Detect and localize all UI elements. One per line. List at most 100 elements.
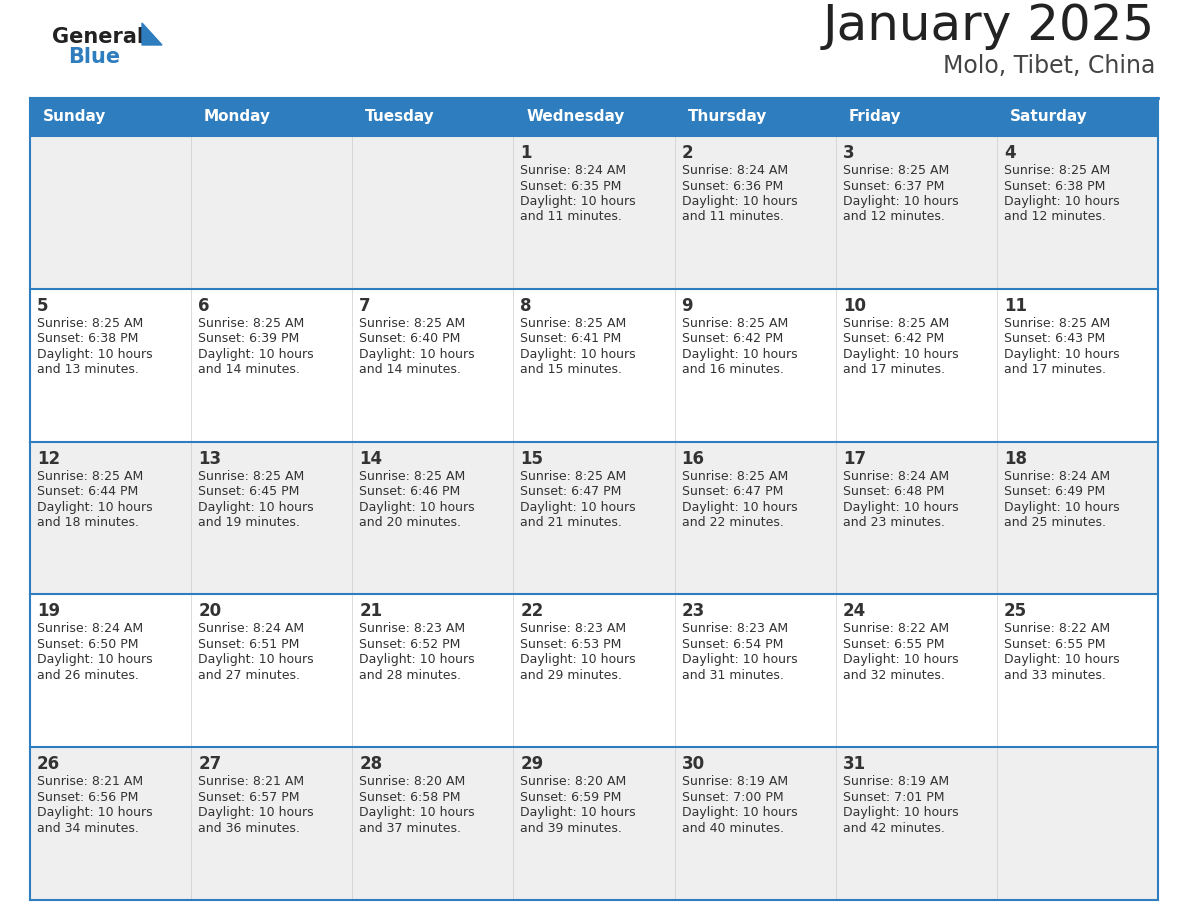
Text: Daylight: 10 hours: Daylight: 10 hours [1004,195,1119,208]
Text: 27: 27 [198,756,221,773]
Text: Sunrise: 8:24 AM: Sunrise: 8:24 AM [1004,470,1110,483]
Text: Sunset: 6:45 PM: Sunset: 6:45 PM [198,485,299,498]
Text: Daylight: 10 hours: Daylight: 10 hours [359,348,475,361]
Text: and 12 minutes.: and 12 minutes. [842,210,944,223]
Text: General: General [52,27,144,47]
Text: Sunrise: 8:22 AM: Sunrise: 8:22 AM [842,622,949,635]
Bar [30,747,1158,900]
Text: Sunrise: 8:23 AM: Sunrise: 8:23 AM [520,622,626,635]
Text: Sunset: 7:01 PM: Sunset: 7:01 PM [842,790,944,803]
Text: 15: 15 [520,450,543,467]
Text: and 14 minutes.: and 14 minutes. [359,364,461,376]
Text: Daylight: 10 hours: Daylight: 10 hours [682,654,797,666]
Text: Sunrise: 8:25 AM: Sunrise: 8:25 AM [1004,164,1110,177]
Text: 9: 9 [682,297,693,315]
Text: 22: 22 [520,602,544,621]
Text: and 42 minutes.: and 42 minutes. [842,822,944,834]
Text: Daylight: 10 hours: Daylight: 10 hours [520,654,636,666]
Text: Sunrise: 8:22 AM: Sunrise: 8:22 AM [1004,622,1110,635]
Text: 11: 11 [1004,297,1026,315]
Text: and 16 minutes.: and 16 minutes. [682,364,783,376]
Text: Sunrise: 8:19 AM: Sunrise: 8:19 AM [842,775,949,789]
Text: Sunrise: 8:25 AM: Sunrise: 8:25 AM [682,470,788,483]
Text: and 21 minutes.: and 21 minutes. [520,516,623,529]
Text: Sunset: 6:36 PM: Sunset: 6:36 PM [682,180,783,193]
Text: 6: 6 [198,297,209,315]
Text: Sunrise: 8:23 AM: Sunrise: 8:23 AM [682,622,788,635]
Text: Molo, Tibet, China: Molo, Tibet, China [942,54,1155,78]
Text: Daylight: 10 hours: Daylight: 10 hours [520,195,636,208]
Text: 16: 16 [682,450,704,467]
Text: Daylight: 10 hours: Daylight: 10 hours [520,348,636,361]
Text: Sunset: 6:43 PM: Sunset: 6:43 PM [1004,332,1105,345]
Text: Sunset: 6:51 PM: Sunset: 6:51 PM [198,638,299,651]
Text: Daylight: 10 hours: Daylight: 10 hours [682,348,797,361]
Text: Thursday: Thursday [688,109,766,125]
Text: January 2025: January 2025 [823,2,1155,50]
Text: 10: 10 [842,297,866,315]
Bar [30,594,1158,747]
Text: and 17 minutes.: and 17 minutes. [1004,364,1106,376]
Text: and 28 minutes.: and 28 minutes. [359,669,461,682]
Text: Daylight: 10 hours: Daylight: 10 hours [37,348,152,361]
Text: and 32 minutes.: and 32 minutes. [842,669,944,682]
Text: Sunrise: 8:25 AM: Sunrise: 8:25 AM [359,317,466,330]
Text: 5: 5 [37,297,49,315]
Text: Friday: Friday [848,109,902,125]
Text: and 22 minutes.: and 22 minutes. [682,516,783,529]
Text: Sunset: 6:42 PM: Sunset: 6:42 PM [682,332,783,345]
Text: 23: 23 [682,602,704,621]
Text: 1: 1 [520,144,532,162]
Text: and 26 minutes.: and 26 minutes. [37,669,139,682]
Text: Sunset: 6:42 PM: Sunset: 6:42 PM [842,332,944,345]
Bar [30,289,1158,442]
Text: and 29 minutes.: and 29 minutes. [520,669,623,682]
Text: Daylight: 10 hours: Daylight: 10 hours [1004,500,1119,513]
Text: Blue: Blue [68,47,120,67]
Text: Daylight: 10 hours: Daylight: 10 hours [842,195,959,208]
Text: Daylight: 10 hours: Daylight: 10 hours [359,654,475,666]
Text: and 11 minutes.: and 11 minutes. [520,210,623,223]
Text: Sunrise: 8:25 AM: Sunrise: 8:25 AM [37,317,144,330]
Text: and 13 minutes.: and 13 minutes. [37,364,139,376]
Text: Sunrise: 8:25 AM: Sunrise: 8:25 AM [842,317,949,330]
Text: Daylight: 10 hours: Daylight: 10 hours [842,500,959,513]
Text: 31: 31 [842,756,866,773]
Text: 26: 26 [37,756,61,773]
Text: Sunrise: 8:21 AM: Sunrise: 8:21 AM [37,775,143,789]
Text: Sunset: 6:39 PM: Sunset: 6:39 PM [198,332,299,345]
Text: Sunset: 6:59 PM: Sunset: 6:59 PM [520,790,621,803]
Text: Daylight: 10 hours: Daylight: 10 hours [842,348,959,361]
Text: Daylight: 10 hours: Daylight: 10 hours [1004,348,1119,361]
Text: Sunrise: 8:20 AM: Sunrise: 8:20 AM [359,775,466,789]
Text: Monday: Monday [204,109,271,125]
Text: Daylight: 10 hours: Daylight: 10 hours [682,500,797,513]
Text: and 25 minutes.: and 25 minutes. [1004,516,1106,529]
Text: and 33 minutes.: and 33 minutes. [1004,669,1106,682]
Text: Sunset: 6:49 PM: Sunset: 6:49 PM [1004,485,1105,498]
Text: Daylight: 10 hours: Daylight: 10 hours [198,348,314,361]
Text: and 37 minutes.: and 37 minutes. [359,822,461,834]
Text: Sunset: 6:58 PM: Sunset: 6:58 PM [359,790,461,803]
Text: Sunrise: 8:24 AM: Sunrise: 8:24 AM [842,470,949,483]
Text: and 12 minutes.: and 12 minutes. [1004,210,1106,223]
Text: Sunrise: 8:25 AM: Sunrise: 8:25 AM [520,317,627,330]
Text: 29: 29 [520,756,544,773]
Text: Daylight: 10 hours: Daylight: 10 hours [198,500,314,513]
Text: Sunset: 6:57 PM: Sunset: 6:57 PM [198,790,299,803]
Text: Sunset: 6:38 PM: Sunset: 6:38 PM [1004,180,1105,193]
Text: Sunset: 6:35 PM: Sunset: 6:35 PM [520,180,621,193]
Text: and 34 minutes.: and 34 minutes. [37,822,139,834]
Text: Sunrise: 8:25 AM: Sunrise: 8:25 AM [842,164,949,177]
Text: Daylight: 10 hours: Daylight: 10 hours [198,806,314,819]
Text: 21: 21 [359,602,383,621]
Text: 2: 2 [682,144,693,162]
Text: Sunrise: 8:19 AM: Sunrise: 8:19 AM [682,775,788,789]
Text: Sunset: 6:40 PM: Sunset: 6:40 PM [359,332,461,345]
Text: Sunset: 6:47 PM: Sunset: 6:47 PM [682,485,783,498]
Text: 7: 7 [359,297,371,315]
Bar [30,136,1158,289]
Text: and 11 minutes.: and 11 minutes. [682,210,783,223]
Text: Saturday: Saturday [1010,109,1087,125]
Text: Sunrise: 8:24 AM: Sunrise: 8:24 AM [682,164,788,177]
